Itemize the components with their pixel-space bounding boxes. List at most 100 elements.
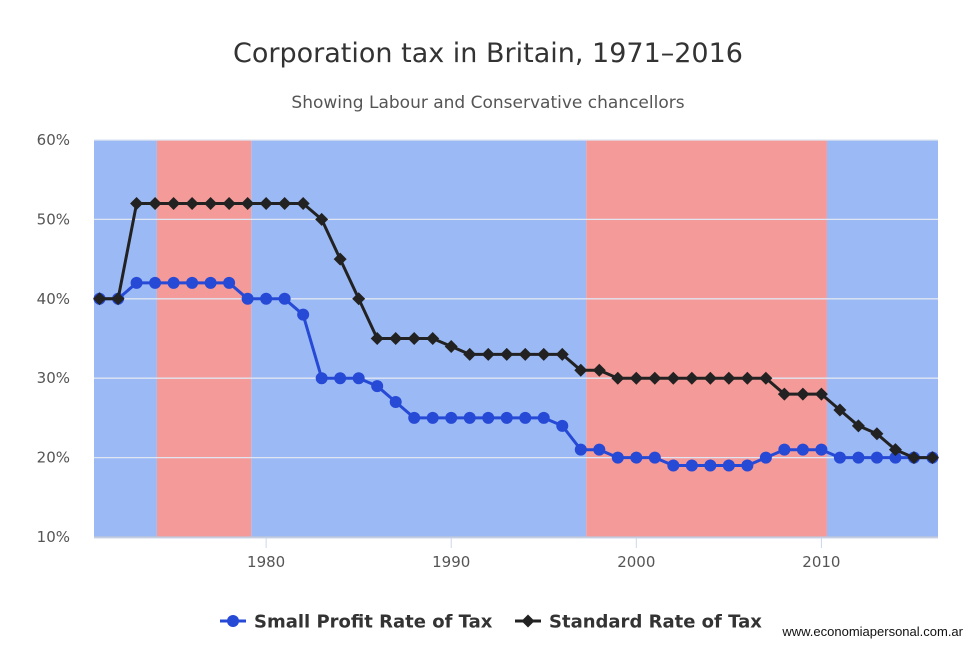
x-tick-label: 1990 [432, 553, 470, 571]
data-point [260, 292, 273, 305]
data-point [149, 276, 162, 289]
data-point [111, 292, 125, 306]
data-point [592, 363, 606, 377]
series-0 [93, 276, 939, 472]
data-point [814, 387, 828, 401]
data-point [925, 451, 939, 465]
data-point [445, 411, 458, 424]
data-point [851, 419, 865, 433]
data-point [537, 347, 551, 361]
data-point [186, 276, 199, 289]
data-point [408, 411, 421, 424]
y-tick-label: 40% [37, 290, 70, 308]
data-point [574, 363, 588, 377]
data-point [204, 197, 218, 211]
data-point [722, 371, 736, 385]
chart-subtitle: Showing Labour and Conservative chancell… [291, 93, 684, 113]
data-point [482, 411, 495, 424]
y-tick-label: 10% [37, 528, 70, 546]
y-axis: 10% 20% 30% 40% 50% 60% [37, 131, 70, 546]
x-tick-label: 2000 [617, 553, 655, 571]
data-point [426, 411, 439, 424]
data-point [555, 347, 569, 361]
data-point [630, 451, 643, 464]
data-point [222, 197, 236, 211]
data-point [519, 411, 532, 424]
data-point [389, 396, 402, 409]
data-point [333, 252, 347, 266]
data-point [518, 347, 532, 361]
y-tick-label: 20% [37, 449, 70, 467]
data-point [629, 371, 643, 385]
data-point [815, 443, 828, 456]
data-point [130, 276, 143, 289]
legend-label: Standard Rate of Tax [549, 612, 762, 633]
band-4 [826, 140, 938, 537]
data-point [796, 443, 809, 456]
data-point [278, 292, 291, 305]
chancellor-bands [94, 140, 938, 537]
data-point [703, 371, 717, 385]
data-point [833, 451, 846, 464]
data-point [259, 197, 273, 211]
band-3 [586, 140, 827, 537]
data-point [500, 411, 513, 424]
data-point [648, 371, 662, 385]
data-point [93, 292, 107, 306]
data-point [648, 451, 661, 464]
data-point [759, 371, 773, 385]
data-point [481, 347, 495, 361]
data-point [278, 197, 292, 211]
data-point [574, 443, 587, 456]
x-tick-label: 2010 [802, 553, 840, 571]
legend-marker [521, 614, 535, 628]
data-point [685, 371, 699, 385]
data-point [407, 332, 421, 345]
data-point [666, 371, 680, 385]
data-point [204, 276, 217, 289]
data-point [223, 276, 236, 289]
data-point [907, 451, 921, 465]
data-point [463, 347, 477, 361]
data-point [870, 427, 884, 441]
data-point [889, 451, 902, 464]
data-point [167, 197, 181, 211]
data-point [852, 451, 865, 464]
y-tick-label: 60% [37, 131, 70, 149]
data-point [611, 451, 624, 464]
x-axis: 1980 1990 2000 2010 [94, 537, 938, 571]
band-0 [94, 140, 157, 537]
data-point [130, 197, 144, 211]
grid-lines [94, 139, 938, 538]
data-point [778, 443, 791, 456]
data-point [185, 197, 199, 211]
data-point [556, 419, 569, 432]
data-point [685, 459, 698, 472]
data-point [389, 332, 403, 345]
data-point [741, 459, 754, 472]
data-point [370, 332, 384, 345]
data-point [611, 371, 625, 385]
data-point [704, 459, 717, 472]
legend: Small Profit Rate of Tax Standard Rate of… [220, 612, 762, 633]
series-line [99, 202, 933, 460]
legend-item-1: Standard Rate of Tax [515, 612, 762, 633]
legend-label: Small Profit Rate of Tax [254, 612, 493, 633]
data-point [870, 451, 883, 464]
x-tick-label: 1980 [247, 553, 285, 571]
data-point [371, 380, 384, 393]
data-point [297, 308, 310, 321]
chart-title: Corporation tax in Britain, 1971–2016 [233, 38, 743, 69]
data-point [500, 347, 514, 361]
series-1 [93, 197, 939, 465]
data-point [777, 387, 791, 401]
data-point [315, 212, 329, 226]
data-point [296, 197, 310, 211]
y-tick-label: 30% [37, 369, 70, 387]
data-point [167, 276, 180, 289]
data-point [537, 411, 550, 424]
data-point [722, 459, 735, 472]
data-point [241, 292, 254, 305]
data-point [241, 197, 255, 211]
